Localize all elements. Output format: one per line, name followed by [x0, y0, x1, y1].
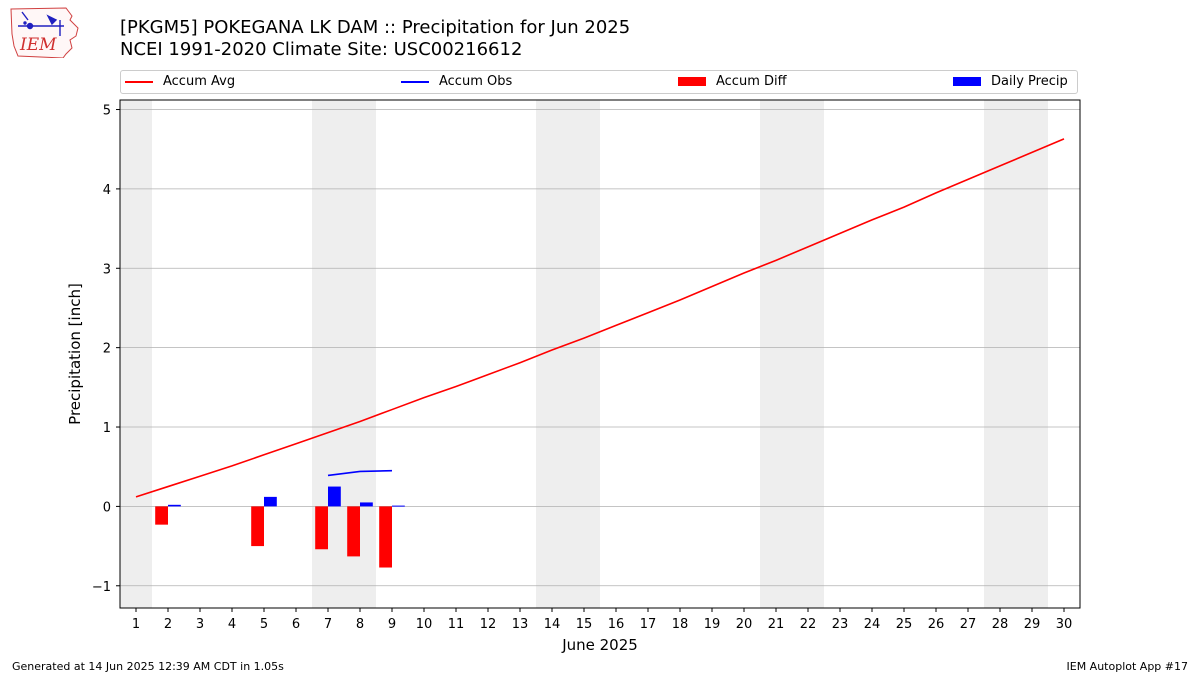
x-tick-label: 30 — [1056, 617, 1073, 632]
accum-avg-line — [135, 138, 1065, 498]
chart-legend: Accum Avg Accum Obs Accum Diff Daily Pre… — [120, 70, 1078, 94]
iowa-state-outline — [10, 7, 79, 58]
legend-swatch-daily-precip — [953, 77, 981, 86]
accum-diff-bar — [379, 506, 392, 568]
x-tick-label: 1 — [132, 617, 140, 632]
legend-swatch-accum-diff — [678, 77, 706, 86]
legend-item-accum-avg: Accum Avg — [125, 74, 235, 89]
x-tick-label: 15 — [576, 617, 593, 632]
x-tick-label: 25 — [896, 617, 913, 632]
iem-logo: IEM — [10, 7, 79, 58]
x-tick-label: 22 — [800, 617, 817, 632]
x-tick-label: 9 — [388, 617, 396, 632]
daily-precip-bar — [328, 486, 341, 507]
x-tick-label: 26 — [928, 617, 945, 632]
y-tick-label: −1 — [92, 580, 111, 595]
y-axis-label: Precipitation [inch] — [66, 283, 84, 425]
x-tick-label: 3 — [196, 617, 204, 632]
x-tick-label: 28 — [992, 617, 1009, 632]
weekend-band — [984, 100, 1016, 608]
weekend-band — [568, 100, 600, 608]
legend-item-accum-obs: Accum Obs — [401, 74, 512, 89]
footer-generated-text: Generated at 14 Jun 2025 12:39 AM CDT in… — [12, 660, 284, 673]
x-tick-label: 24 — [864, 617, 881, 632]
daily-precip-bar — [392, 505, 405, 507]
x-axis-label: June 2025 — [561, 636, 638, 654]
weekend-band — [120, 100, 152, 608]
daily-precip-bar — [168, 504, 181, 507]
x-tick-label: 20 — [736, 617, 753, 632]
legend-label-accum-obs: Accum Obs — [439, 74, 513, 89]
legend-label-accum-avg: Accum Avg — [163, 74, 236, 89]
legend-label-accum-diff: Accum Diff — [716, 74, 787, 89]
y-tick-label: 1 — [103, 421, 111, 436]
daily-precip-bar — [264, 496, 277, 507]
y-tick-label: 0 — [103, 500, 111, 515]
x-tick-label: 27 — [960, 617, 977, 632]
weekend-band — [1016, 100, 1048, 608]
y-tick-label: 2 — [103, 342, 111, 357]
accum-obs-line — [327, 469, 393, 477]
x-tick-label: 4 — [228, 617, 236, 632]
plot-frame — [119, 99, 1081, 609]
y-tick-label: 3 — [103, 262, 111, 277]
accum-diff-bar — [251, 506, 264, 547]
x-tick-label: 17 — [640, 617, 657, 632]
x-tick-label: 18 — [672, 617, 689, 632]
legend-item-accum-diff: Accum Diff — [678, 74, 787, 89]
accum-diff-bar — [155, 506, 168, 525]
x-tick-label: 7 — [324, 617, 332, 632]
legend-swatch-accum-obs — [401, 80, 429, 83]
accum-diff-bar — [315, 506, 328, 550]
x-tick-label: 12 — [480, 617, 497, 632]
logo-text: IEM — [19, 35, 57, 55]
weekend-band — [792, 100, 824, 608]
chart-title: [PKGM5] POKEGANA LK DAM :: Precipitation… — [120, 17, 631, 38]
x-tick-label: 10 — [416, 617, 433, 632]
y-tick-label: 5 — [103, 104, 111, 119]
x-tick-label: 14 — [544, 617, 561, 632]
x-tick-label: 2 — [164, 617, 172, 632]
footer-app-label: IEM Autoplot App #17 — [1066, 660, 1189, 673]
x-tick-label: 8 — [356, 617, 364, 632]
chart-subtitle: NCEI 1991-2020 Climate Site: USC00216612 — [120, 39, 523, 60]
x-tick-label: 19 — [704, 617, 721, 632]
x-tick-label: 23 — [832, 617, 849, 632]
y-tick-label: 4 — [103, 183, 111, 198]
legend-item-daily-precip: Daily Precip — [953, 74, 1068, 89]
accum-diff-bar — [347, 506, 360, 557]
weather-station-icon — [18, 11, 64, 36]
daily-precip-bar — [360, 502, 373, 507]
weekend-band — [760, 100, 792, 608]
legend-swatch-accum-avg — [125, 80, 153, 83]
legend-label-daily-precip: Daily Precip — [991, 74, 1068, 89]
x-tick-label: 6 — [292, 617, 300, 632]
x-tick-label: 16 — [608, 617, 625, 632]
x-tick-label: 5 — [260, 617, 268, 632]
x-tick-label: 29 — [1024, 617, 1041, 632]
x-tick-label: 21 — [768, 617, 785, 632]
x-tick-label: 11 — [448, 617, 465, 632]
x-tick-label: 13 — [512, 617, 529, 632]
